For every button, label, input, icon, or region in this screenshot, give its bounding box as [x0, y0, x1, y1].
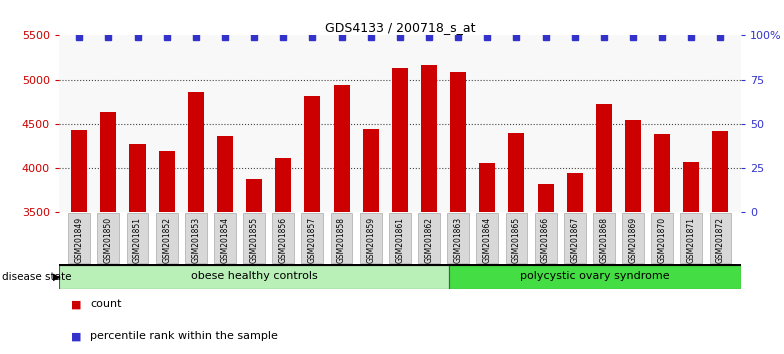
Text: GSM201869: GSM201869	[629, 217, 637, 263]
Bar	[450, 72, 466, 212]
FancyBboxPatch shape	[68, 213, 90, 263]
Text: GSM201859: GSM201859	[366, 217, 376, 263]
Bar	[71, 130, 87, 212]
FancyBboxPatch shape	[389, 213, 411, 263]
Bar	[304, 96, 321, 212]
FancyBboxPatch shape	[272, 213, 294, 263]
Text: GSM201851: GSM201851	[133, 217, 142, 263]
Bar	[684, 162, 699, 212]
Text: ■: ■	[71, 299, 81, 309]
Text: GSM201862: GSM201862	[424, 217, 434, 263]
FancyBboxPatch shape	[535, 213, 557, 263]
Bar	[363, 129, 379, 212]
Text: GSM201866: GSM201866	[541, 217, 550, 263]
Bar	[713, 131, 728, 212]
Title: GDS4133 / 200718_s_at: GDS4133 / 200718_s_at	[325, 21, 475, 34]
FancyBboxPatch shape	[156, 213, 178, 263]
Text: GSM201872: GSM201872	[716, 217, 725, 263]
FancyBboxPatch shape	[97, 213, 119, 263]
FancyBboxPatch shape	[302, 213, 323, 263]
Text: GSM201853: GSM201853	[191, 217, 200, 263]
FancyBboxPatch shape	[506, 213, 528, 263]
Text: GSM201871: GSM201871	[687, 217, 696, 263]
FancyBboxPatch shape	[564, 213, 586, 263]
Text: obese healthy controls: obese healthy controls	[191, 272, 318, 281]
Text: polycystic ovary syndrome: polycystic ovary syndrome	[521, 272, 670, 281]
FancyBboxPatch shape	[449, 265, 741, 289]
Bar	[421, 65, 437, 212]
Bar	[392, 68, 408, 212]
FancyBboxPatch shape	[185, 213, 207, 263]
FancyBboxPatch shape	[243, 213, 265, 263]
FancyBboxPatch shape	[126, 213, 148, 263]
Text: GSM201865: GSM201865	[512, 217, 521, 263]
FancyBboxPatch shape	[59, 265, 449, 289]
Bar	[479, 163, 495, 212]
Bar	[625, 120, 641, 212]
Text: GSM201870: GSM201870	[658, 217, 666, 263]
Text: GSM201850: GSM201850	[103, 217, 113, 263]
Text: GSM201867: GSM201867	[570, 217, 579, 263]
Bar	[275, 158, 292, 212]
FancyBboxPatch shape	[447, 213, 469, 263]
FancyBboxPatch shape	[710, 213, 731, 263]
FancyBboxPatch shape	[214, 213, 236, 263]
FancyBboxPatch shape	[331, 213, 353, 263]
Text: GSM201864: GSM201864	[483, 217, 492, 263]
Bar	[508, 133, 524, 212]
Bar	[596, 103, 612, 212]
Bar	[129, 144, 146, 212]
Bar	[188, 92, 204, 212]
FancyBboxPatch shape	[652, 213, 673, 263]
Bar	[538, 184, 554, 212]
Text: GSM201858: GSM201858	[337, 217, 346, 263]
Bar	[158, 152, 175, 212]
FancyBboxPatch shape	[593, 213, 615, 263]
Text: GSM201852: GSM201852	[162, 217, 171, 263]
Text: ■: ■	[71, 331, 81, 341]
Text: GSM201863: GSM201863	[454, 217, 463, 263]
FancyBboxPatch shape	[477, 213, 498, 263]
Text: GSM201855: GSM201855	[249, 217, 259, 263]
Text: GSM201849: GSM201849	[74, 217, 84, 263]
Text: percentile rank within the sample: percentile rank within the sample	[90, 331, 278, 341]
Bar	[654, 133, 670, 212]
Text: count: count	[90, 299, 122, 309]
Bar	[217, 136, 233, 212]
Text: GSM201868: GSM201868	[600, 217, 608, 263]
FancyBboxPatch shape	[360, 213, 382, 263]
Text: GSM201857: GSM201857	[308, 217, 317, 263]
FancyBboxPatch shape	[681, 213, 702, 263]
FancyBboxPatch shape	[622, 213, 644, 263]
Text: GSM201854: GSM201854	[220, 217, 230, 263]
Bar	[246, 179, 262, 212]
Bar	[100, 113, 116, 212]
Text: GSM201861: GSM201861	[395, 217, 405, 263]
Text: GSM201856: GSM201856	[279, 217, 288, 263]
Bar	[333, 85, 350, 212]
Text: ▶: ▶	[53, 272, 61, 282]
Bar	[567, 172, 583, 212]
Text: disease state: disease state	[2, 272, 71, 282]
FancyBboxPatch shape	[418, 213, 440, 263]
